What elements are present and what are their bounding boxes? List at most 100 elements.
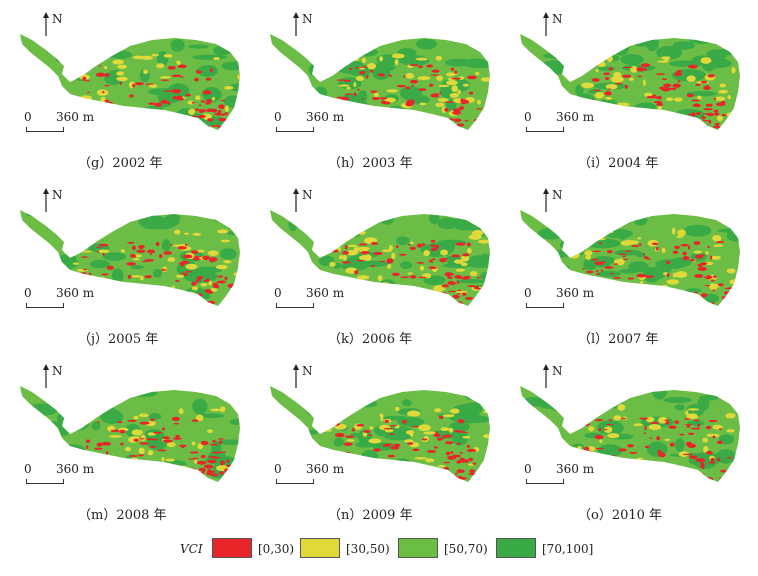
vci-patch-low xyxy=(161,427,166,431)
vci-patch-high xyxy=(287,84,309,89)
vci-patch-low xyxy=(695,254,704,259)
vci-patch-low xyxy=(690,427,701,430)
vci-patch-moderate xyxy=(100,96,106,103)
vci-patch-moderate xyxy=(661,247,666,254)
vci-patch-low xyxy=(643,68,647,71)
vci-patch-low xyxy=(193,293,203,297)
vci-patch-high xyxy=(465,255,490,269)
vci-patch-low xyxy=(207,470,216,474)
vci-patch-high xyxy=(210,210,235,223)
vci-patch-low xyxy=(645,275,654,279)
vci-patch-low xyxy=(105,450,109,456)
vci-patch-moderate xyxy=(104,291,109,294)
vci-patch-low xyxy=(163,251,172,255)
vci-patch-low xyxy=(88,272,92,276)
vci-patch-moderate xyxy=(380,414,384,422)
vci-patch-high xyxy=(124,110,146,120)
vci-patch-low xyxy=(655,73,666,75)
vci-patch-low xyxy=(403,75,406,78)
vci-patch-low xyxy=(610,455,616,459)
vci-patch-moderate xyxy=(438,84,450,88)
vci-patch-high xyxy=(396,236,410,246)
vci-patch-low xyxy=(147,102,156,105)
vci-patch-low xyxy=(341,261,351,264)
vci-patch-low xyxy=(476,276,482,279)
vci-patch-low xyxy=(384,419,390,424)
vci-patch-moderate xyxy=(356,108,367,112)
vci-patch-low xyxy=(466,285,477,288)
vci-patch-moderate xyxy=(677,229,686,236)
vci-patch-moderate xyxy=(70,424,74,430)
vci-patch-low xyxy=(387,443,394,445)
plateau-region xyxy=(520,210,740,306)
vci-patch-low xyxy=(200,471,205,474)
vci-patch-high xyxy=(55,417,90,432)
vci-patch-moderate xyxy=(637,237,642,240)
vci-patch-moderate xyxy=(366,63,377,70)
vci-patch-low xyxy=(699,297,703,301)
vci-patch-moderate xyxy=(578,98,584,101)
vci-patch-low xyxy=(583,446,590,451)
vci-patch-moderate xyxy=(384,293,395,298)
vci-patch-moderate xyxy=(237,74,240,80)
vci-patch-low xyxy=(444,272,454,277)
vci-patch-moderate xyxy=(568,405,577,413)
vci-patch-high xyxy=(213,45,232,56)
vci-patch-low xyxy=(454,430,462,433)
vci-patch-low xyxy=(585,270,594,274)
vci-patch-low xyxy=(720,469,727,473)
vci-patch-high xyxy=(197,64,218,77)
vci-patch-moderate xyxy=(629,77,634,81)
vci-patch-low xyxy=(429,244,438,247)
vci-patch-moderate xyxy=(148,84,158,88)
vci-patch-low xyxy=(712,435,716,439)
vci-patch-low xyxy=(701,117,706,120)
vci-patch-low xyxy=(430,74,440,76)
vci-patch-low xyxy=(453,108,461,112)
vci-patch-low xyxy=(343,451,351,454)
vci-patch-moderate xyxy=(616,102,630,107)
vci-patch-moderate xyxy=(606,55,613,62)
vci-patch-low xyxy=(699,126,708,128)
vci-patch-low xyxy=(596,269,599,273)
vci-patch-low xyxy=(456,442,461,445)
vci-patch-high xyxy=(26,265,50,277)
vci-patch-low xyxy=(657,452,666,458)
vci-patch-high xyxy=(554,274,575,282)
vci-patch-high xyxy=(96,39,117,48)
vci-patch-moderate xyxy=(389,111,396,115)
scale-zero: 0 xyxy=(274,286,282,300)
vci-patch-moderate xyxy=(98,249,110,253)
vci-patch-moderate xyxy=(391,252,396,260)
vci-patch-moderate xyxy=(409,241,414,245)
vci-patch-high xyxy=(559,403,583,413)
vci-patch-low xyxy=(363,430,371,433)
vci-patch-high xyxy=(686,90,717,97)
vci-patch-low xyxy=(390,446,400,450)
vci-patch-low xyxy=(453,301,464,306)
vci-patch-low xyxy=(175,434,180,439)
vci-patch-moderate xyxy=(216,229,229,234)
vci-patch-moderate xyxy=(425,458,435,463)
vci-patch-moderate xyxy=(567,240,580,247)
vci-patch-high xyxy=(652,386,668,400)
vci-patch-moderate xyxy=(132,258,140,261)
vci-patch-low xyxy=(133,256,137,258)
vci-patch-moderate xyxy=(175,274,185,278)
vci-patch-moderate xyxy=(407,272,413,275)
panel-caption: （k）2006 年 xyxy=(328,332,413,347)
vci-patch-low xyxy=(409,246,416,251)
vci-patch-high xyxy=(597,270,622,277)
vci-patch-high xyxy=(669,470,681,478)
vci-patch-high xyxy=(400,261,412,269)
vci-patch-moderate xyxy=(368,288,378,292)
vci-patch-moderate xyxy=(368,438,382,444)
vci-patch-high xyxy=(344,223,363,238)
vci-patch-low xyxy=(608,67,613,71)
vci-patch-low xyxy=(606,90,610,93)
map-panel-2005: N 0 360 m （j）2005 年 xyxy=(12,186,262,361)
vci-patch-high xyxy=(553,224,584,240)
vci-patch-low xyxy=(718,477,727,479)
vci-patch-high xyxy=(228,83,240,92)
vci-patch-low xyxy=(154,102,163,107)
